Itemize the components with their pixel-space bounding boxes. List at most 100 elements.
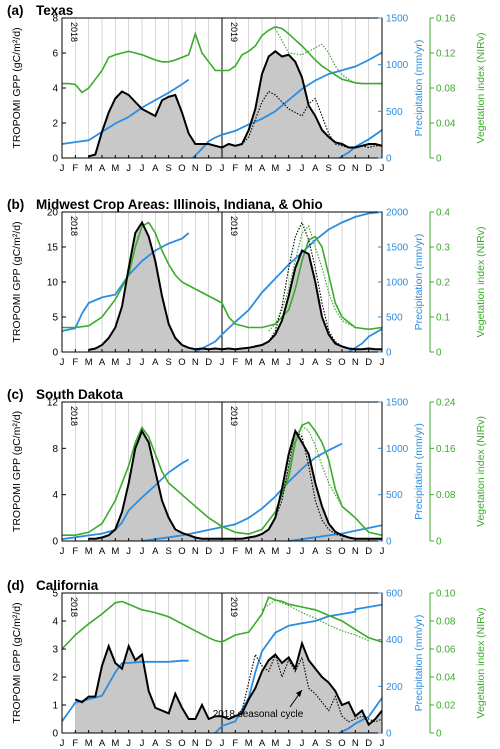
month-label: F xyxy=(232,546,238,557)
left-axis-title: TROPOMI GPP (gC/m²/d) xyxy=(11,27,23,148)
left-axis-title: TROPOMI GPP (gC/m²/d) xyxy=(11,221,23,342)
precip-axis-tick-label: 0 xyxy=(386,154,392,165)
month-label: S xyxy=(325,163,331,174)
month-label: N xyxy=(192,357,199,368)
left-axis-tick-label: 15 xyxy=(47,243,59,254)
month-label: D xyxy=(365,738,372,749)
month-label: J xyxy=(286,357,291,368)
month-label: O xyxy=(178,357,185,368)
month-label: A xyxy=(99,546,106,557)
left-axis-tick-label: 10 xyxy=(47,278,59,289)
month-label: A xyxy=(99,738,106,749)
vegetation-axis-title: Vegetation index (NIRv) xyxy=(475,608,487,719)
gpp-2018-cycle-line xyxy=(221,90,382,149)
month-label: J xyxy=(126,163,131,174)
month-label: J xyxy=(60,163,65,174)
panel-letter: (c) xyxy=(7,387,24,402)
vegetation-axis-tick-label: 0.10 xyxy=(436,589,456,600)
precip-axis-tick-label: 1000 xyxy=(386,278,409,289)
left-axis-tick-label: 8 xyxy=(52,14,58,25)
vegetation-axis-tick-label: 0.08 xyxy=(436,617,456,628)
annotation-2018-seasonal-cycle: 2018 seasonal cycle xyxy=(213,709,304,720)
vegetation-axis-tick-label: 0 xyxy=(436,537,442,548)
month-label: F xyxy=(72,163,78,174)
month-label: A xyxy=(259,163,266,174)
month-label: A xyxy=(259,738,266,749)
left-axis-tick-label: 6 xyxy=(52,49,58,60)
precipitation-line-2018 xyxy=(61,659,189,722)
month-label: J xyxy=(60,738,65,749)
month-label: M xyxy=(85,546,93,557)
month-label: M xyxy=(271,357,279,368)
precip-axis-title: Precipitation (mm/yr) xyxy=(413,40,425,137)
month-label: J xyxy=(126,546,131,557)
month-label: M xyxy=(85,738,93,749)
precipitation-line-2018 xyxy=(61,232,190,332)
month-label: A xyxy=(312,546,319,557)
month-label: A xyxy=(152,357,159,368)
year-label-2018: 2018 xyxy=(69,406,79,426)
precipitation-line-2019 xyxy=(194,211,383,353)
left-axis-tick-label: 5 xyxy=(52,313,58,324)
precipitation-line-2018 xyxy=(61,458,190,540)
month-label: O xyxy=(178,546,185,557)
precip-axis-tick-label: 2000 xyxy=(386,208,409,219)
panel-d: 2018 2019 0 1 2 3 4 5 0 200 400 600 0 0.02 0.04 0.06 0.0… xyxy=(7,578,487,749)
panel-letter: (b) xyxy=(7,197,24,212)
annotation-arrow-head xyxy=(296,690,302,697)
vegetation-axis-title: Vegetation index (NIRv) xyxy=(475,416,487,527)
precip-axis-tick-label: 200 xyxy=(386,682,403,693)
precip-axis-title: Precipitation (mm/yr) xyxy=(413,615,425,712)
month-label: S xyxy=(165,357,171,368)
year-label-2018: 2018 xyxy=(69,216,79,236)
month-label: S xyxy=(165,163,171,174)
month-label: J xyxy=(140,357,145,368)
precip-axis-tick-label: 0 xyxy=(386,537,392,548)
vegetation-axis-tick-label: 0 xyxy=(436,729,442,740)
gpp-area xyxy=(88,51,382,158)
month-label: A xyxy=(152,738,159,749)
month-label: M xyxy=(271,163,279,174)
month-label: F xyxy=(232,163,238,174)
panel-letter: (a) xyxy=(7,3,24,18)
gpp-area xyxy=(88,431,382,541)
vegetation-axis-tick-label: 0 xyxy=(436,154,442,165)
month-label: O xyxy=(338,546,345,557)
panel-a: 2018 2019 0 2 4 6 8 0 500 1000 1500 0 0.04 0.08 0.12 0.… xyxy=(7,3,487,174)
month-label: F xyxy=(72,357,78,368)
month-label: M xyxy=(271,546,279,557)
left-axis-tick-label: 4 xyxy=(52,617,58,628)
month-label: M xyxy=(85,163,93,174)
gpp-area xyxy=(75,643,383,733)
left-axis-tick-label: 0 xyxy=(52,154,58,165)
vegetation-axis-tick-label: 0.4 xyxy=(436,208,450,219)
precip-axis-tick-label: 600 xyxy=(386,589,403,600)
precip-axis-tick-label: 0 xyxy=(386,729,392,740)
vegetation-index-2018-cycle-line xyxy=(274,28,356,85)
precipitation-line-2020 xyxy=(288,524,383,542)
month-label: N xyxy=(192,163,199,174)
vegetation-axis-tick-label: 0.16 xyxy=(436,14,456,25)
left-axis-tick-label: 0 xyxy=(52,537,58,548)
month-label: J xyxy=(300,546,305,557)
precip-axis-tick-label: 0 xyxy=(386,348,392,359)
precip-axis-tick-label: 1500 xyxy=(386,398,409,409)
month-label: D xyxy=(205,738,212,749)
month-label: M xyxy=(111,738,119,749)
left-axis-tick-label: 20 xyxy=(47,208,59,219)
precip-axis-tick-label: 1000 xyxy=(386,444,409,455)
month-label: J xyxy=(300,163,305,174)
precipitation-line-2020 xyxy=(338,697,383,734)
month-label: M xyxy=(111,357,119,368)
month-label: O xyxy=(338,738,345,749)
month-label: N xyxy=(352,546,359,557)
month-label: S xyxy=(325,546,331,557)
month-label: N xyxy=(192,546,199,557)
year-label-2019: 2019 xyxy=(229,216,239,236)
month-label: D xyxy=(365,163,372,174)
panel-title: California xyxy=(36,578,99,593)
vegetation-axis-tick-label: 0.1 xyxy=(436,313,450,324)
panel-c: 2018 2019 0 4 8 12 0 500 1000 1500 0 0.08 0.16 0.24 TR… xyxy=(7,387,487,557)
left-axis-tick-label: 2 xyxy=(52,673,58,684)
month-label: J xyxy=(126,357,131,368)
